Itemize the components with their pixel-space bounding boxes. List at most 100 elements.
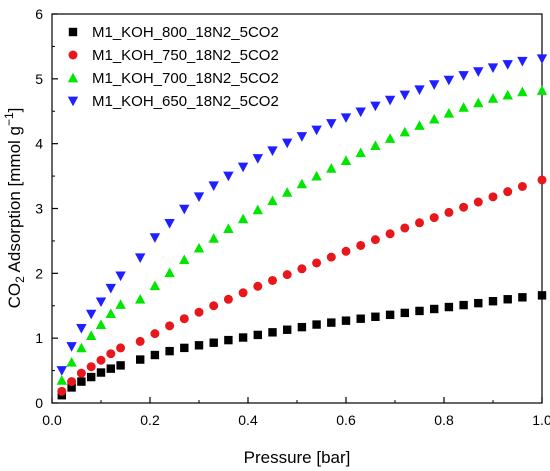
data-point <box>326 252 336 262</box>
data-point <box>179 314 189 324</box>
data-point <box>57 386 67 396</box>
data-point <box>399 126 410 137</box>
x-tick-label: 0.2 <box>140 412 160 428</box>
legend-entry: M1_KOH_750_18N2_5CO2 <box>68 47 279 64</box>
data-point <box>86 330 97 340</box>
y-axis-title-middle: Adsorption [mmol g <box>5 126 24 276</box>
data-point <box>150 329 160 339</box>
y-tick-label: 3 <box>35 201 43 217</box>
data-point <box>56 375 67 385</box>
legend-label: M1_KOH_750_18N2_5CO2 <box>92 47 279 64</box>
data-point <box>238 288 248 298</box>
data-point <box>106 364 115 373</box>
data-point <box>105 283 116 294</box>
data-point <box>341 316 351 325</box>
data-point <box>296 178 308 189</box>
legend-entry: M1_KOH_650_18N2_5CO2 <box>67 93 279 110</box>
data-point <box>355 147 366 158</box>
data-point <box>415 306 424 316</box>
legend: M1_KOH_800_18N2_5CO2 M1_KOH_750_18N2_5CO2… <box>67 24 279 110</box>
data-point <box>56 366 67 376</box>
data-point <box>537 291 547 300</box>
y-tick-label: 0 <box>35 395 43 411</box>
data-point <box>537 175 547 185</box>
data-point <box>340 113 352 123</box>
data-point <box>267 146 278 156</box>
data-point <box>488 192 498 202</box>
data-point <box>370 101 381 112</box>
data-point <box>443 75 455 86</box>
data-point <box>86 309 97 320</box>
data-point <box>503 295 512 304</box>
y-axis-title: CO2 Adsorption [mmol g−1] <box>2 108 27 309</box>
data-point <box>371 312 380 321</box>
data-point <box>150 350 160 360</box>
data-point <box>238 333 248 342</box>
data-point <box>268 275 277 285</box>
data-point <box>414 120 425 130</box>
data-point <box>76 324 87 334</box>
data-point <box>356 314 365 323</box>
data-point <box>180 343 189 353</box>
data-point <box>208 233 219 243</box>
data-point <box>384 133 396 143</box>
data-point <box>135 294 146 304</box>
data-point <box>297 264 307 274</box>
data-point <box>179 254 190 265</box>
legend-label: M1_KOH_800_18N2_5CO2 <box>92 24 279 41</box>
data-point <box>415 218 424 228</box>
y-tick-label: 1 <box>35 330 43 346</box>
data-point <box>400 223 410 233</box>
data-point <box>517 56 528 67</box>
data-point <box>444 207 454 217</box>
data-point <box>223 171 234 182</box>
data-point <box>414 85 425 96</box>
x-tick-label: 0.6 <box>336 412 356 428</box>
x-tick-label: 1.0 <box>532 412 550 428</box>
y-tick-labels: 0 1 2 3 4 5 6 <box>35 6 43 411</box>
data-point <box>95 297 107 308</box>
data-point <box>356 240 366 250</box>
data-point <box>149 280 161 291</box>
data-point <box>223 223 234 234</box>
y-axis-title-prefix: CO <box>5 283 24 309</box>
series-3 <box>56 85 548 385</box>
data-point <box>76 342 87 353</box>
y-tick-label: 6 <box>35 6 43 22</box>
data-point <box>327 318 336 327</box>
data-point <box>252 154 263 164</box>
data-point <box>86 362 96 372</box>
data-point <box>76 368 86 378</box>
y-axis-title-suffix: ] <box>5 108 24 113</box>
data-point <box>518 293 527 302</box>
data-point <box>136 355 145 364</box>
data-point <box>312 320 321 329</box>
data-point <box>370 235 380 245</box>
data-point <box>311 125 322 136</box>
data-point <box>370 140 381 151</box>
data-point <box>282 187 293 197</box>
axis-ticks <box>51 13 543 404</box>
legend-label: M1_KOH_700_18N2_5CO2 <box>92 70 279 87</box>
data-point <box>517 86 528 97</box>
data-point <box>165 321 175 331</box>
data-point <box>66 356 77 367</box>
data-point <box>341 246 351 256</box>
series-2 <box>57 175 547 396</box>
legend-label: M1_KOH_650_18N2_5CO2 <box>92 93 279 110</box>
y-tick-label: 4 <box>35 136 43 152</box>
data-point <box>340 155 352 165</box>
x-axis-title: Pressure [bar] <box>244 448 351 467</box>
data-point <box>458 71 469 81</box>
data-point <box>385 310 395 320</box>
x-tick-label: 0.4 <box>238 412 258 428</box>
data-point <box>400 308 409 318</box>
data-point <box>473 67 484 77</box>
data-point <box>253 281 263 291</box>
data-point <box>105 308 116 318</box>
data-point <box>283 325 292 334</box>
data-point <box>444 302 454 312</box>
data-point <box>473 97 484 108</box>
series-4 <box>56 54 548 376</box>
